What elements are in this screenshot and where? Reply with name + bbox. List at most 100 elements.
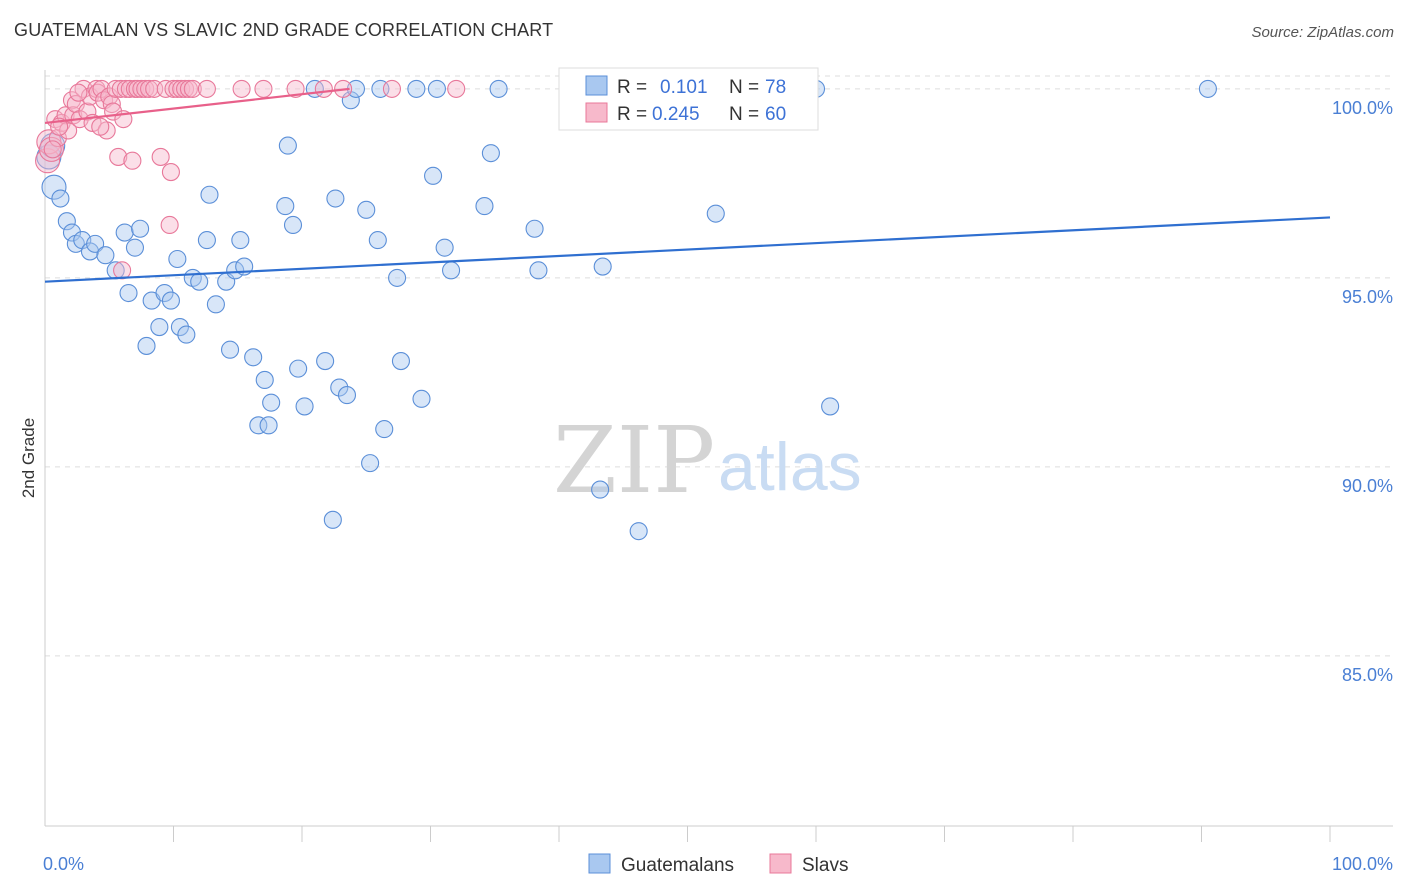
legend-r-value-slavs: 0.245 — [652, 104, 700, 125]
guatemalan-point — [593, 257, 612, 276]
legend-swatch-guatemalans — [585, 75, 608, 96]
guatemalan-point — [276, 197, 295, 216]
guatemalan-point — [289, 359, 308, 378]
guatemalan-point — [435, 238, 454, 257]
guatemalan-point — [150, 317, 169, 337]
source-credit: Source: ZipAtlas.com — [1251, 24, 1394, 41]
guatemalan-point — [357, 200, 376, 219]
guatemalan-point — [177, 325, 196, 344]
guatemalan-point — [591, 480, 610, 499]
legend-swatch-slavs — [585, 102, 608, 123]
watermark-zip: ZIP — [553, 407, 715, 514]
guatemalan-point — [368, 231, 387, 250]
y-tick-label: 90.0% — [1342, 476, 1393, 496]
guatemalan-point — [119, 283, 138, 303]
guatemalan-point — [41, 174, 67, 200]
guatemalan-point — [407, 79, 426, 98]
guatemalan-point — [1198, 79, 1217, 98]
guatemalan-point — [255, 370, 274, 390]
slav-point — [161, 163, 180, 182]
bottom-legend-label-slavs: Slavs — [802, 855, 848, 876]
legend-r-label-guatemalans: R = — [617, 77, 647, 98]
guatemalan-point — [190, 272, 209, 291]
guatemalan-point — [161, 291, 180, 310]
guatemalans-trend-line — [44, 216, 1331, 283]
guatemalan-point — [57, 212, 76, 231]
guatemalan-point — [86, 234, 105, 253]
y-tick-label: 85.0% — [1342, 665, 1393, 685]
guatemalan-point — [375, 420, 394, 439]
slav-point — [69, 83, 88, 102]
y-tick-label: 95.0% — [1342, 287, 1393, 307]
x-tick-label-max: 100.0% — [1332, 854, 1393, 874]
guatemalan-point — [442, 261, 461, 280]
guatemalan-point — [231, 231, 250, 250]
stats-legend: R = 0.101 N = 78 R = 0.245 N = 60 — [558, 67, 819, 131]
slav-point — [78, 102, 97, 121]
axes — [44, 70, 1393, 827]
legend-r-label-slavs: R = — [617, 104, 647, 125]
guatemalan-point — [326, 189, 345, 208]
slav-point — [314, 79, 333, 98]
legend-n-label-slavs: N = — [729, 104, 759, 125]
slav-point — [102, 94, 121, 114]
guatemalan-point — [388, 268, 407, 287]
guatemalan-point — [706, 204, 725, 223]
guatemalan-point — [51, 189, 70, 208]
x-tick-label-min: 0.0% — [43, 854, 84, 874]
y-tick-label: 100.0% — [1332, 98, 1393, 118]
y-tick-labels: 100.0% 95.0% 90.0% 85.0% — [1332, 98, 1393, 685]
legend-n-value-guatemalans: 78 — [765, 77, 786, 98]
grid-lines — [45, 75, 1393, 657]
guatemalan-point — [330, 378, 349, 397]
watermark-atlas: atlas — [718, 429, 862, 505]
slav-point — [382, 79, 402, 98]
guatemalan-point — [168, 249, 187, 269]
guatemalan-point — [200, 185, 219, 204]
guatemalan-point — [262, 393, 281, 412]
slav-point — [91, 117, 110, 136]
guatemalan-point — [226, 261, 245, 280]
slav-point — [197, 79, 216, 98]
guatemalan-point — [62, 223, 82, 242]
guatemalan-point — [197, 231, 216, 250]
slav-point — [151, 147, 170, 166]
guatemalan-point — [220, 340, 240, 359]
slav-point — [447, 79, 466, 98]
slav-point — [179, 79, 198, 98]
guatemalan-point — [529, 261, 548, 280]
guatemalan-point — [323, 510, 342, 529]
guatemalan-point — [131, 219, 150, 238]
guatemalan-point — [412, 389, 431, 408]
guatemalan-point — [629, 522, 648, 541]
x-ticks — [173, 826, 1331, 842]
guatemalan-point — [170, 317, 189, 337]
guatemalan-point — [206, 295, 225, 314]
series-legend: Guatemalans Slavs — [588, 853, 848, 876]
bottom-legend-label-guatemalans: Guatemalans — [621, 855, 734, 876]
slav-point — [43, 140, 62, 159]
guatemalan-point — [427, 79, 446, 98]
guatemalan-point — [115, 223, 134, 242]
guatemalan-point — [283, 215, 303, 235]
slav-point — [132, 79, 151, 98]
guatemalan-point — [525, 219, 544, 238]
slav-point — [109, 147, 128, 166]
bottom-legend-swatch-guatemalans — [588, 853, 611, 874]
y-axis-title: 2nd Grade — [19, 418, 38, 498]
guatemalan-point — [391, 352, 410, 371]
slav-point — [254, 79, 273, 98]
guatemalan-point — [96, 246, 115, 265]
slav-point — [123, 151, 142, 170]
guatemalan-point — [489, 79, 508, 98]
guatemalan-point — [821, 397, 840, 416]
slav-point — [160, 215, 179, 235]
slav-point — [92, 79, 111, 98]
guatemalan-point — [316, 352, 335, 371]
slav-point — [106, 79, 125, 98]
guatemalan-point — [244, 348, 263, 367]
guatemalan-point — [259, 416, 278, 435]
guatemalan-point — [475, 197, 494, 216]
slav-point — [286, 79, 305, 98]
